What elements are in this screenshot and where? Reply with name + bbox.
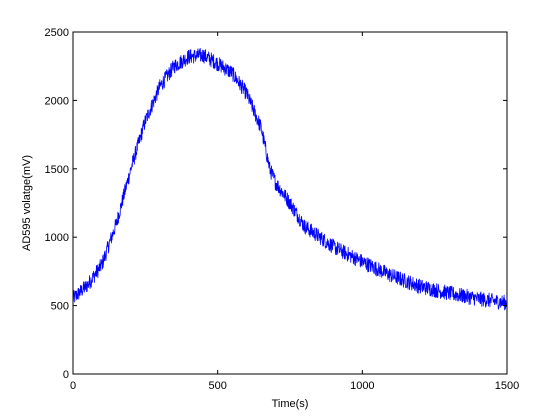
y-axis-label: AD595 volatge(mV) [21, 155, 33, 251]
y-tick-label: 1000 [45, 232, 69, 244]
plot-frame [72, 31, 508, 375]
x-axis-label: Time(s) [272, 398, 309, 410]
y-tick-label: 1500 [45, 164, 69, 176]
y-tick-label: 500 [51, 301, 69, 313]
x-tick-label: 0 [70, 380, 76, 392]
series-line [72, 48, 508, 311]
x-tick-label: 500 [208, 380, 226, 392]
y-tick-label: 2000 [45, 95, 69, 107]
x-tick-label: 1500 [495, 380, 519, 392]
ticks-layer: 0 500 1000 1500 0 500 1000 1500 2000 2500 [45, 27, 520, 392]
y-tick-label: 2500 [45, 27, 69, 39]
series-layer [72, 48, 508, 311]
y-tick-label: 0 [63, 369, 69, 381]
x-tick-label: 1000 [350, 380, 374, 392]
